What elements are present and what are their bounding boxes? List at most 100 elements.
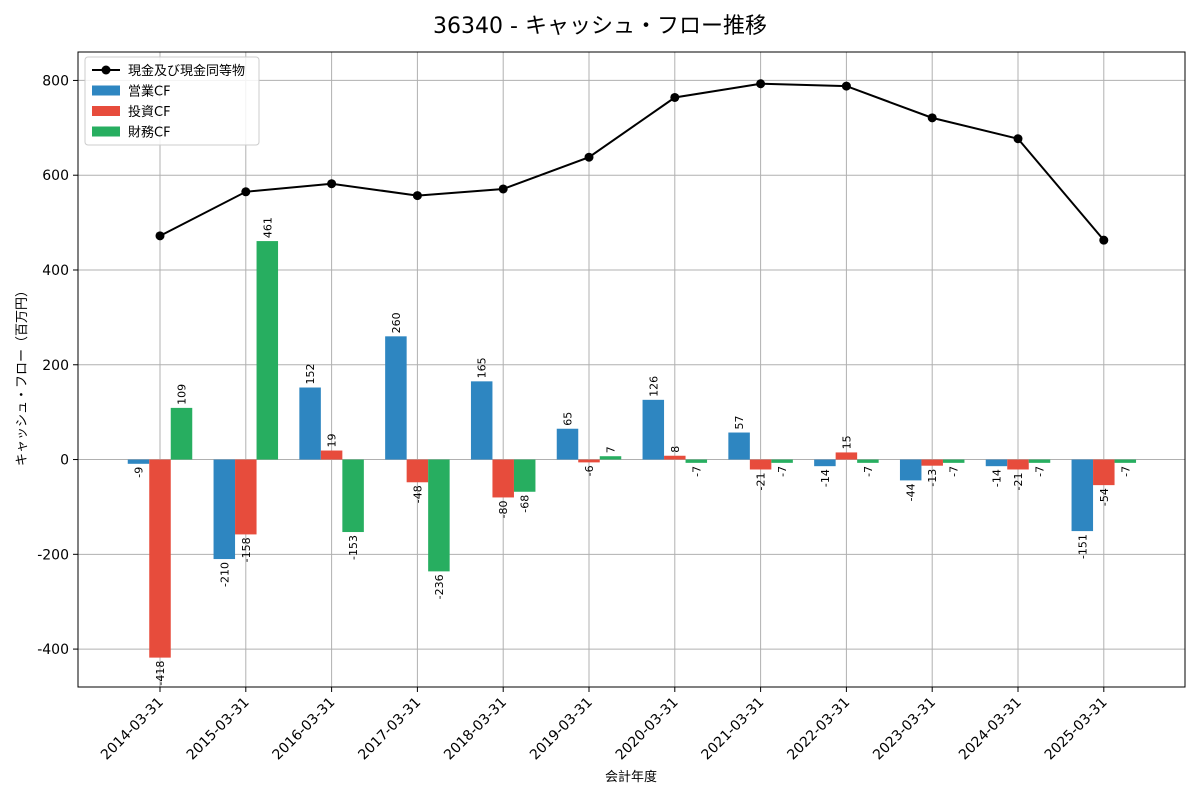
cash-point xyxy=(1099,235,1109,245)
bar-value-label: 19 xyxy=(326,434,339,448)
bar-2 xyxy=(599,456,622,460)
cash-point xyxy=(1013,134,1023,144)
bar-2 xyxy=(942,459,965,463)
x-tick-label: 2023-03-31 xyxy=(870,695,939,764)
bar-value-label: -54 xyxy=(1098,488,1111,506)
bar-value-label: -13 xyxy=(926,469,939,487)
cash-point xyxy=(412,191,422,201)
x-axis-label: 会計年度 xyxy=(605,769,657,785)
bar-1 xyxy=(235,459,257,535)
bar-value-label: -418 xyxy=(154,661,167,686)
bar-0 xyxy=(556,428,579,460)
bar-0 xyxy=(899,459,922,481)
bar-value-label: -14 xyxy=(991,469,1004,487)
bar-2 xyxy=(857,459,879,463)
bar-value-label: -7 xyxy=(1119,466,1132,477)
bar-value-label: -14 xyxy=(819,469,832,487)
bar-1 xyxy=(578,459,600,463)
bar-0 xyxy=(470,381,493,460)
bar-2 xyxy=(1028,459,1051,463)
cash-point xyxy=(756,79,766,89)
bar-value-label: 126 xyxy=(647,376,660,397)
bar-2 xyxy=(685,459,708,463)
bar-1 xyxy=(835,452,858,460)
legend-swatch xyxy=(92,85,120,96)
y-tick-label: 400 xyxy=(42,263,69,279)
bar-value-label: 57 xyxy=(733,416,746,430)
bar-0 xyxy=(814,459,836,467)
y-tick-label: 800 xyxy=(42,73,69,89)
bar-value-label: -68 xyxy=(519,495,532,513)
x-tick-label: 2017-03-31 xyxy=(355,695,424,764)
x-tick-label: 2016-03-31 xyxy=(270,695,339,764)
bar-2 xyxy=(771,459,793,463)
y-axis-label: キャッシュ・フロー（百万円） xyxy=(15,284,30,466)
x-tick-label: 2024-03-31 xyxy=(956,695,1025,764)
cash-line xyxy=(159,82,1105,241)
bar-value-label: -7 xyxy=(862,466,875,477)
x-tick-label: 2025-03-31 xyxy=(1042,695,1111,764)
bar-value-label: 461 xyxy=(261,217,274,238)
legend-marker xyxy=(101,65,111,75)
bar-2 xyxy=(256,241,279,460)
bar-value-label: -7 xyxy=(690,466,703,477)
bar-value-label: -21 xyxy=(755,472,768,490)
bar-0 xyxy=(127,459,150,464)
cash-point xyxy=(841,81,851,91)
bar-value-label: 8 xyxy=(669,446,682,453)
bar-0 xyxy=(385,336,407,460)
legend-label: 財務CF xyxy=(128,126,171,141)
bar-2 xyxy=(513,459,536,492)
bar-value-label: -9 xyxy=(133,467,146,478)
x-tick-label: 2021-03-31 xyxy=(699,695,768,764)
bar-value-label: -80 xyxy=(497,500,510,518)
y-tick-label: 200 xyxy=(42,358,69,374)
chart-title: 36340 - キャッシュ・フロー推移 xyxy=(433,14,767,39)
legend-label: 投資CF xyxy=(128,104,171,120)
bar-0 xyxy=(213,459,236,560)
legend-label: 営業CF xyxy=(128,84,171,100)
bar-value-label: -7 xyxy=(776,466,789,477)
y-tick-label: 0 xyxy=(60,453,69,469)
cash-point xyxy=(584,152,594,162)
bar-value-label: 15 xyxy=(840,435,853,449)
y-axis-ticks: -400 -200 0 200 400 600 800 xyxy=(37,73,78,658)
cash-point xyxy=(155,231,165,241)
bar-2 xyxy=(428,459,450,572)
bar-value-label: -7 xyxy=(948,466,961,477)
bar-1 xyxy=(664,455,686,460)
x-tick-label: 2014-03-31 xyxy=(98,695,167,764)
bar-1 xyxy=(1007,459,1029,470)
bar-1 xyxy=(149,459,171,658)
cash-point xyxy=(327,179,337,189)
bar-0 xyxy=(985,459,1008,467)
bar-1 xyxy=(1093,459,1115,486)
x-tick-label: 2015-03-31 xyxy=(184,695,253,764)
bar-value-label: -44 xyxy=(905,483,918,501)
y-tick-label: -200 xyxy=(37,547,69,563)
cash-point xyxy=(241,187,251,197)
plot-frame xyxy=(77,51,1186,688)
bar-1 xyxy=(406,459,429,483)
bar-2 xyxy=(342,459,364,533)
bar-value-label: 260 xyxy=(390,312,403,333)
cash-point xyxy=(927,113,937,123)
bar-value-label: 109 xyxy=(176,384,189,405)
legend-swatch xyxy=(92,106,120,116)
x-tick-label: 2020-03-31 xyxy=(613,695,682,764)
bar-value-label: -151 xyxy=(1076,534,1089,559)
x-tick-label: 2019-03-31 xyxy=(527,695,596,764)
bar-value-label: -153 xyxy=(347,535,360,560)
bar-value-label: -236 xyxy=(433,574,446,599)
cash-point xyxy=(670,92,680,102)
y-tick-label: -400 xyxy=(37,642,69,658)
bar-0 xyxy=(299,387,321,460)
bar-value-label: -7 xyxy=(1034,466,1047,477)
x-tick-label: 2022-03-31 xyxy=(784,695,853,764)
bar-2 xyxy=(170,407,193,460)
bar-0 xyxy=(1071,459,1094,532)
bar-value-label: 152 xyxy=(304,364,317,385)
value-labels-layer: -9 -210 152 260 165 65 126 57 -14 -44 -14 -151 -418 -… xyxy=(133,217,1133,686)
